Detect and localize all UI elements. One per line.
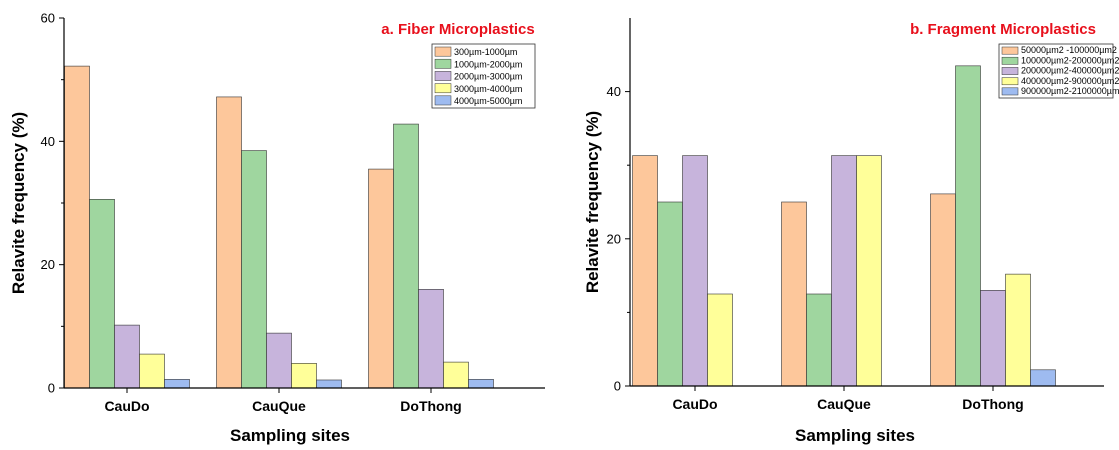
x-tick-label: CauDo [672,396,717,412]
bar [316,379,342,389]
legend-label: 4000µm-5000µm [454,96,522,106]
legend-label: 400000µm2-900000µm2 [1021,76,1119,86]
x-tick-label: CauDo [104,398,149,414]
bar [89,199,115,389]
legend-label: 100000µm2-200000µm2 [1021,55,1119,65]
y-axis-title: Relavite frequency (%) [583,111,602,293]
legend-swatch [1001,67,1019,75]
y-tick-label: 60 [41,11,55,26]
bar [856,155,882,387]
bar [139,353,165,389]
bar [1030,369,1056,387]
legend-label: 50000µm2 -100000µm2 [1021,45,1117,55]
bar [955,65,981,387]
legend-swatch [1001,46,1019,55]
legend-swatch [434,58,452,69]
legend-swatch [434,95,452,106]
legend-label: 900000µm2-2100000µm2 [1021,86,1119,96]
bar [266,332,292,389]
bar [114,324,140,389]
y-tick-label: 0 [48,381,55,396]
legend-swatch [434,83,452,94]
x-tick-label: DoThong [962,396,1023,412]
legend-label: 2000µm-3000µm [454,72,522,82]
bar [1005,273,1031,387]
x-tick-label: CauQue [252,398,306,414]
bar [291,363,317,389]
chart-panel-1: 0 20 40 60 CauDo CauQue DoThong Sampling sites R… [9,11,545,445]
bar [657,201,683,387]
x-tick-label: DoThong [400,398,461,414]
chart-panel-2: 0 20 40 CauDo CauQue DoThong Sampling sites Rel… [583,18,1119,445]
legend-label: 300µm-1000µm [454,47,517,57]
y-tick-label: 20 [41,257,55,272]
legend: 300µm-1000µm 1000µm-2000µm 2000µm-3000µm 30… [431,43,536,109]
y-tick-label: 20 [607,231,621,246]
bar [781,201,807,387]
legend-swatch [1001,56,1019,65]
legend-label: 200000µm2-400000µm2 [1021,66,1119,76]
x-axis-title: Sampling sites [230,426,350,445]
bar [831,155,857,387]
bar [930,193,956,387]
bar [418,289,444,389]
bar [682,155,708,387]
bar [806,293,832,387]
legend-swatch [434,46,452,57]
bar [468,379,494,389]
bar [393,123,419,389]
chart-title: a. Fiber Microplastics [381,21,534,38]
legend-swatch [1001,77,1019,86]
bar [216,96,242,389]
bar [980,290,1006,387]
bar [241,150,267,389]
bar [64,65,90,389]
legend-swatch [1001,87,1019,96]
bar [707,293,733,387]
y-tick-label: 40 [607,84,621,99]
chart-title: b. Fragment Microplastics [910,21,1096,38]
bar [443,361,469,389]
legend-label: 3000µm-4000µm [454,84,522,94]
bar [632,155,658,387]
x-axis-title: Sampling sites [795,426,915,445]
y-tick-label: 0 [614,379,621,394]
legend: 50000µm2 -100000µm2100000µm2-200000µm220… [998,43,1119,99]
legend-label: 1000µm-2000µm [454,59,522,69]
bar [164,379,190,389]
x-tick-label: CauQue [817,396,871,412]
bar [368,168,394,389]
y-axis-title: Relavite frequency (%) [9,112,28,294]
legend-swatch [434,71,452,81]
y-tick-label: 40 [41,134,55,149]
